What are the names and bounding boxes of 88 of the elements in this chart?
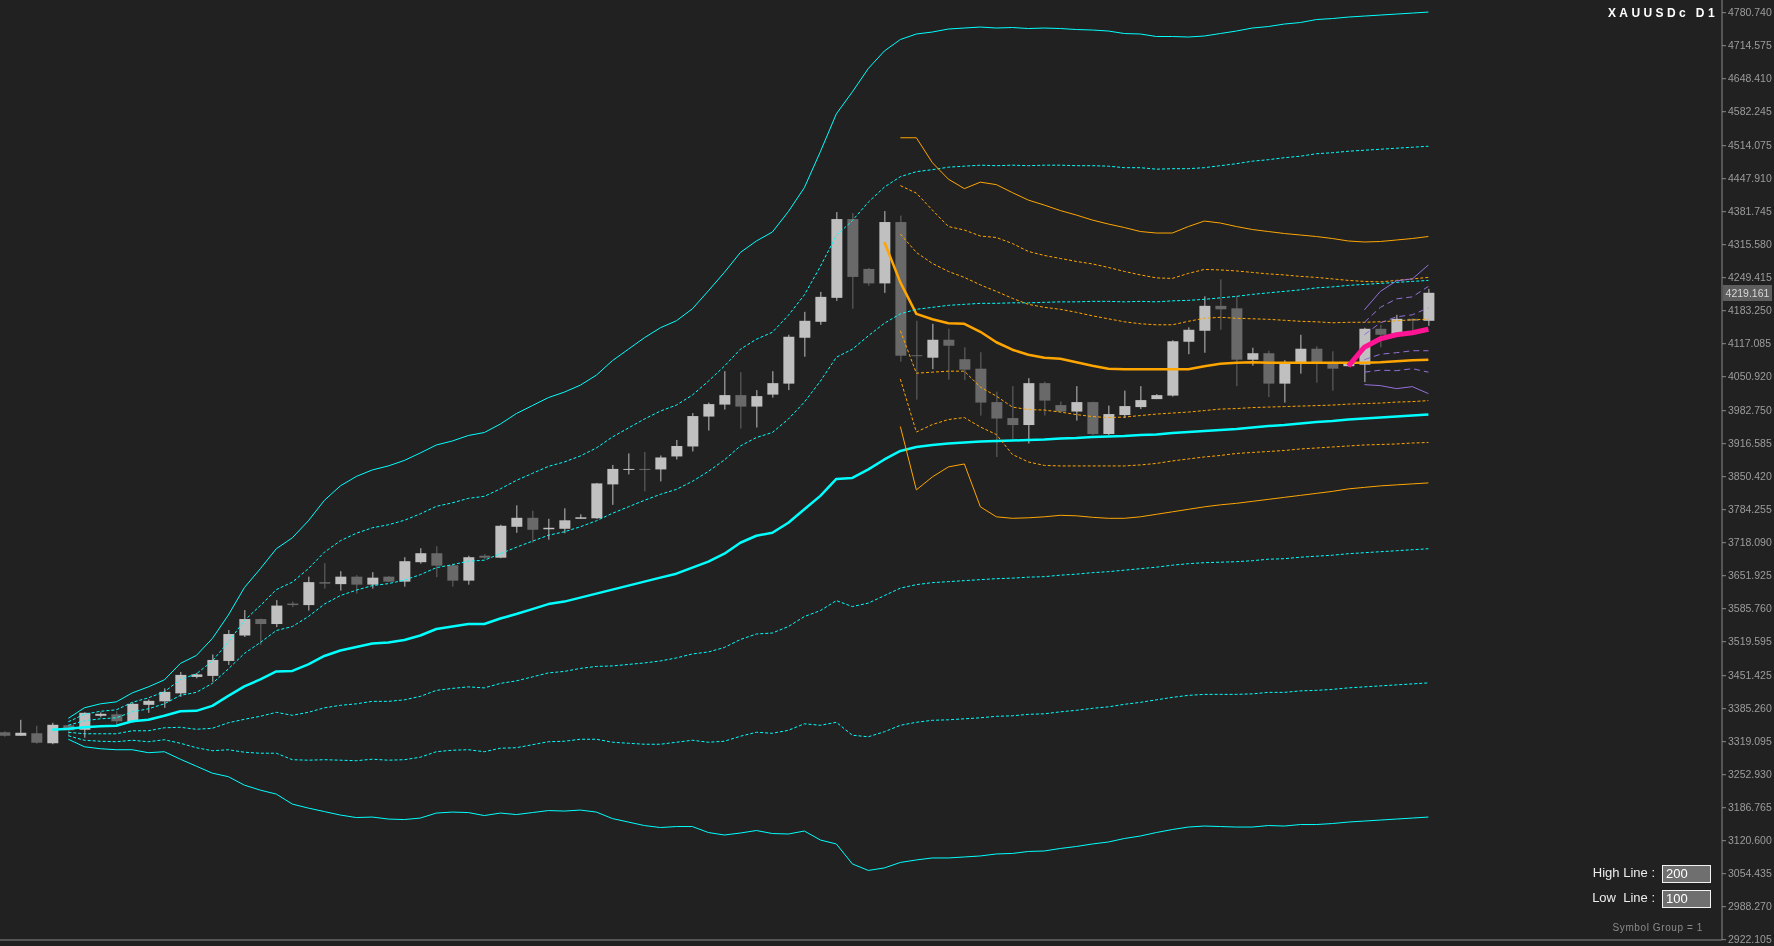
- candlestick: [655, 454, 667, 482]
- text-field: 200: [1662, 865, 1711, 883]
- y-tick-label: 4249.415: [1728, 271, 1772, 284]
- candlestick: [671, 439, 683, 460]
- candlestick: [1279, 359, 1291, 404]
- candlestick: [463, 555, 475, 586]
- y-tick-label: 3916.585: [1728, 437, 1772, 450]
- line-series: [67, 738, 1429, 871]
- candlestick: [559, 507, 571, 534]
- candlestick: [1071, 385, 1083, 422]
- line-series: [67, 11, 1429, 719]
- y-tick-label: 4050.920: [1728, 370, 1772, 383]
- candlestick: [431, 545, 443, 578]
- candlestick: [255, 618, 267, 646]
- y-tick-label: 3982.750: [1728, 404, 1772, 417]
- line-series: [1363, 264, 1429, 311]
- y-tick-label: 4117.085: [1728, 337, 1772, 350]
- candlestick: [911, 320, 923, 401]
- candlestick: [991, 391, 1003, 458]
- y-tick-label: 3120.600: [1728, 834, 1772, 847]
- candlestick: [527, 510, 539, 544]
- candlestick: [799, 311, 811, 358]
- y-tick-label: 4780.740: [1728, 6, 1772, 19]
- candlestick: [1135, 385, 1147, 410]
- text-field: 100: [1662, 890, 1711, 908]
- candlestick: [207, 653, 219, 683]
- candlestick: [399, 556, 411, 588]
- candlestick: [1327, 350, 1339, 392]
- candlestick: [1119, 390, 1131, 419]
- candlestick: [1039, 381, 1051, 417]
- y-tick-label: 3385.260: [1728, 702, 1772, 715]
- candlestick: [703, 402, 715, 432]
- candlestick: [927, 323, 939, 370]
- line-series: [67, 682, 1429, 762]
- candlestick: [719, 370, 731, 411]
- candlestick: [1103, 405, 1115, 436]
- y-tick-label: 4447.910: [1728, 172, 1772, 185]
- line-series: [899, 426, 1429, 519]
- y-tick-label: 4183.250: [1728, 304, 1772, 317]
- y-tick-label: 3252.930: [1728, 768, 1772, 781]
- candlestick: [943, 328, 955, 381]
- line-series: [1363, 384, 1429, 395]
- text: Low Line :: [1592, 889, 1655, 907]
- text: Symbol Group = 1: [1612, 921, 1703, 935]
- y-tick-label: 3519.595: [1728, 635, 1772, 648]
- candlestick: [303, 576, 315, 612]
- y-tick-label: 3784.255: [1728, 503, 1772, 516]
- candlestick: [607, 464, 619, 506]
- y-tick-label: 4381.745: [1728, 205, 1772, 218]
- text: XAUUSDc D1: [1607, 6, 1718, 20]
- y-tick-label: 3651.925: [1728, 569, 1772, 582]
- candlestick: [1183, 326, 1195, 355]
- text: High Line :: [1592, 864, 1655, 882]
- candlestick: [271, 599, 283, 628]
- y-tick-label: 2988.270: [1728, 900, 1772, 913]
- y-tick-label: 3850.420: [1728, 470, 1772, 483]
- y-tick-label: 3319.095: [1728, 735, 1772, 748]
- candlestick: [623, 452, 635, 475]
- line-series: [899, 185, 1429, 283]
- text: 4219.161: [1723, 285, 1772, 301]
- candlestick: [159, 687, 171, 709]
- candlestick: [319, 562, 331, 590]
- y-tick-label: 2922.105: [1728, 933, 1772, 946]
- candlestick: [1247, 347, 1259, 367]
- candlestick: [735, 371, 747, 430]
- candlestick: [351, 574, 363, 595]
- y-tick-label: 4582.245: [1728, 105, 1772, 118]
- y-tick-label: 3451.425: [1728, 669, 1772, 682]
- line-series: [899, 137, 1429, 243]
- y-tick-label: 3718.090: [1728, 536, 1772, 549]
- line-series: [899, 378, 1429, 467]
- candlestick: [959, 346, 971, 381]
- y-tick-label: 3054.435: [1728, 867, 1772, 880]
- candlestick: [639, 451, 651, 492]
- candlestick: [751, 389, 763, 429]
- y-tick-label: 4714.575: [1728, 39, 1772, 52]
- candlestick: [511, 504, 523, 534]
- y-tick-label: 4648.410: [1728, 72, 1772, 85]
- candlestick: [239, 609, 251, 638]
- candlestick: [1007, 385, 1019, 440]
- y-tick-label: 4315.580: [1728, 238, 1772, 251]
- line-series: [1363, 285, 1429, 323]
- y-tick-label: 3585.760: [1728, 602, 1772, 615]
- y-tick-label: 3186.765: [1728, 801, 1772, 814]
- candlestick: [175, 671, 187, 698]
- candlestick: [767, 370, 779, 399]
- y-tick-label: 4514.075: [1728, 139, 1772, 152]
- candlestick: [335, 570, 347, 592]
